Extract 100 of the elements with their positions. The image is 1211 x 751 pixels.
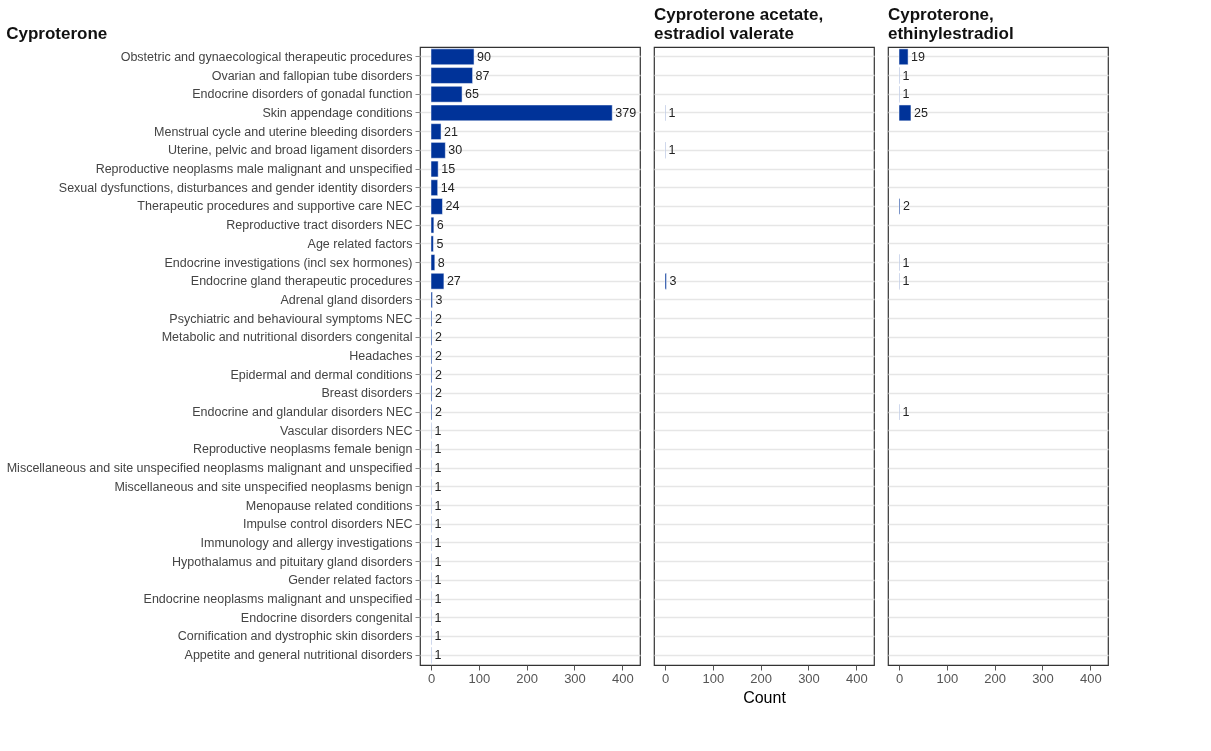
data-label: 379: [615, 105, 637, 120]
y-tick-label: Menopause related conditions: [245, 498, 413, 513]
y-tick-label: Impulse control disorders NEC: [242, 517, 413, 532]
y-tick-label: Gender related factors: [288, 573, 413, 588]
data-label: 2: [434, 405, 442, 420]
y-tick-label: Endocrine neoplasms malignant and unspecified: [143, 592, 413, 607]
text: Cyproterone: [6, 24, 108, 43]
data-label: 1: [434, 629, 442, 644]
y-tick-label: Endocrine investigations (incl sex hormones): [164, 255, 413, 270]
data-label: 1: [668, 105, 676, 120]
data-label: 1: [902, 87, 910, 102]
data-label: 1: [902, 255, 910, 270]
data-label: 21: [444, 124, 458, 139]
y-tick-label: Endocrine gland therapeutic procedures: [190, 274, 413, 289]
data-label: 1: [434, 573, 442, 588]
x-tick-label: 400: [1079, 670, 1102, 686]
data-label: 1: [434, 479, 442, 494]
bar: [430, 67, 473, 84]
x-tick-label: 0: [427, 670, 436, 686]
y-tick-label: Epidermal and dermal conditions: [230, 367, 413, 382]
y-tick-label: Endocrine and glandular disorders NEC: [192, 405, 413, 420]
data-label: 24: [445, 199, 460, 214]
data-label: 2: [434, 349, 442, 363]
data-label: 1: [434, 517, 442, 532]
data-label: 1: [434, 423, 442, 438]
data-label: 2: [434, 386, 442, 401]
data-label: 1: [434, 554, 442, 569]
y-tick-label: Reproductive neoplasms male malignant and unspecified: [95, 162, 413, 177]
y-tick-label: Ovarian and fallopian tube disorders: [211, 68, 413, 83]
data-label: 1: [434, 648, 442, 663]
chart-title: Cyproterone, ethinylestradiol: [888, 5, 1014, 43]
x-tick-label: 0: [661, 670, 670, 686]
y-tick-label: Uterine, pelvic and broad ligament disorders: [167, 143, 413, 158]
data-label: 15: [441, 162, 456, 177]
x-tick-label: 0: [895, 670, 904, 686]
data-label: 27: [446, 274, 461, 289]
y-tick-label: Headaches: [349, 349, 413, 363]
y-tick-label: Miscellaneous and site unspecified neoplasms malignant and unspecified: [6, 461, 413, 476]
data-label: 1: [902, 405, 910, 420]
x-tick-label: 200: [516, 670, 538, 686]
x-tick-label: 400: [845, 670, 868, 686]
x-axis-title: Count: [743, 688, 787, 706]
data-label: 14: [440, 180, 455, 195]
data-label: 2: [902, 199, 910, 214]
y-tick-label: Reproductive neoplasms female benign: [192, 442, 413, 457]
y-tick-label: Age related factors: [307, 236, 413, 251]
x-tick-label: 100: [936, 670, 959, 686]
x-tick-label: 200: [984, 670, 1006, 686]
data-label: 30: [448, 143, 463, 158]
data-label: 1: [434, 498, 442, 513]
x-tick-label: 300: [1032, 670, 1054, 686]
data-label: 1: [434, 461, 442, 476]
y-tick-label: Endocrine disorders congenital: [240, 610, 413, 625]
data-label: 2: [434, 330, 442, 345]
y-tick-label: Therapeutic procedures and supportive care NEC: [137, 199, 413, 214]
y-tick-label: Vascular disorders NEC: [280, 423, 413, 438]
x-tick-label: 100: [468, 670, 491, 686]
y-tick-label: Reproductive tract disorders NEC: [226, 218, 413, 233]
data-label: 19: [911, 49, 926, 64]
x-tick-label: 400: [611, 670, 634, 686]
data-label: 1: [434, 535, 442, 550]
y-tick-label: Obstetric and gynaecological therapeutic procedures: [120, 49, 413, 64]
data-label: 8: [437, 255, 445, 270]
data-label: 1: [668, 143, 676, 158]
x-tick-label: 100: [702, 670, 725, 686]
data-label: 25: [913, 105, 928, 120]
data-label: 65: [465, 87, 480, 102]
data-label: 3: [435, 292, 443, 307]
data-label: 1: [434, 610, 442, 625]
data-label: 1: [434, 592, 442, 607]
y-tick-label: Appetite and general nutritional disorders: [184, 648, 413, 663]
data-label: 87: [475, 68, 490, 83]
data-label: 90: [477, 49, 491, 64]
data-label: 2: [434, 367, 442, 382]
data-label: 6: [436, 218, 444, 233]
x-tick-label: 200: [750, 670, 772, 686]
data-label: 1: [902, 274, 910, 289]
y-tick-label: Adrenal gland disorders: [280, 292, 413, 307]
data-label: 5: [436, 236, 444, 251]
y-tick-label: Metabolic and nutritional disorders congenital: [161, 330, 413, 345]
bar: [430, 198, 443, 215]
y-tick-label: Skin appendage conditions: [262, 105, 413, 120]
y-tick-label: Breast disorders: [321, 386, 413, 401]
y-tick-label: Endocrine disorders of gonadal function: [192, 87, 413, 102]
y-tick-label: Psychiatric and behavioural symptoms NEC: [169, 311, 413, 326]
y-tick-label: Immunology and allergy investigations: [200, 535, 413, 550]
y-tick-label: Hypothalamus and pituitary gland disorders: [172, 554, 413, 569]
data-label: 2: [434, 311, 442, 326]
chart-title: Cyproterone acetate, estradiol valerate: [654, 5, 824, 43]
data-label: 1: [902, 68, 910, 83]
y-tick-label: Miscellaneous and site unspecified neoplasms benign: [114, 479, 413, 494]
x-tick-label: 300: [798, 670, 820, 686]
x-tick-label: 300: [564, 670, 586, 686]
y-tick-label: Menstrual cycle and uterine bleeding disorders: [154, 124, 413, 139]
data-label: 3: [669, 274, 677, 289]
y-tick-label: Cornification and dystrophic skin disorders: [177, 629, 413, 644]
bar: [430, 48, 475, 66]
data-label: 1: [434, 442, 442, 457]
bar: [430, 254, 436, 271]
y-tick-label: Sexual dysfunctions, disturbances and gender identity disorders: [58, 180, 413, 195]
